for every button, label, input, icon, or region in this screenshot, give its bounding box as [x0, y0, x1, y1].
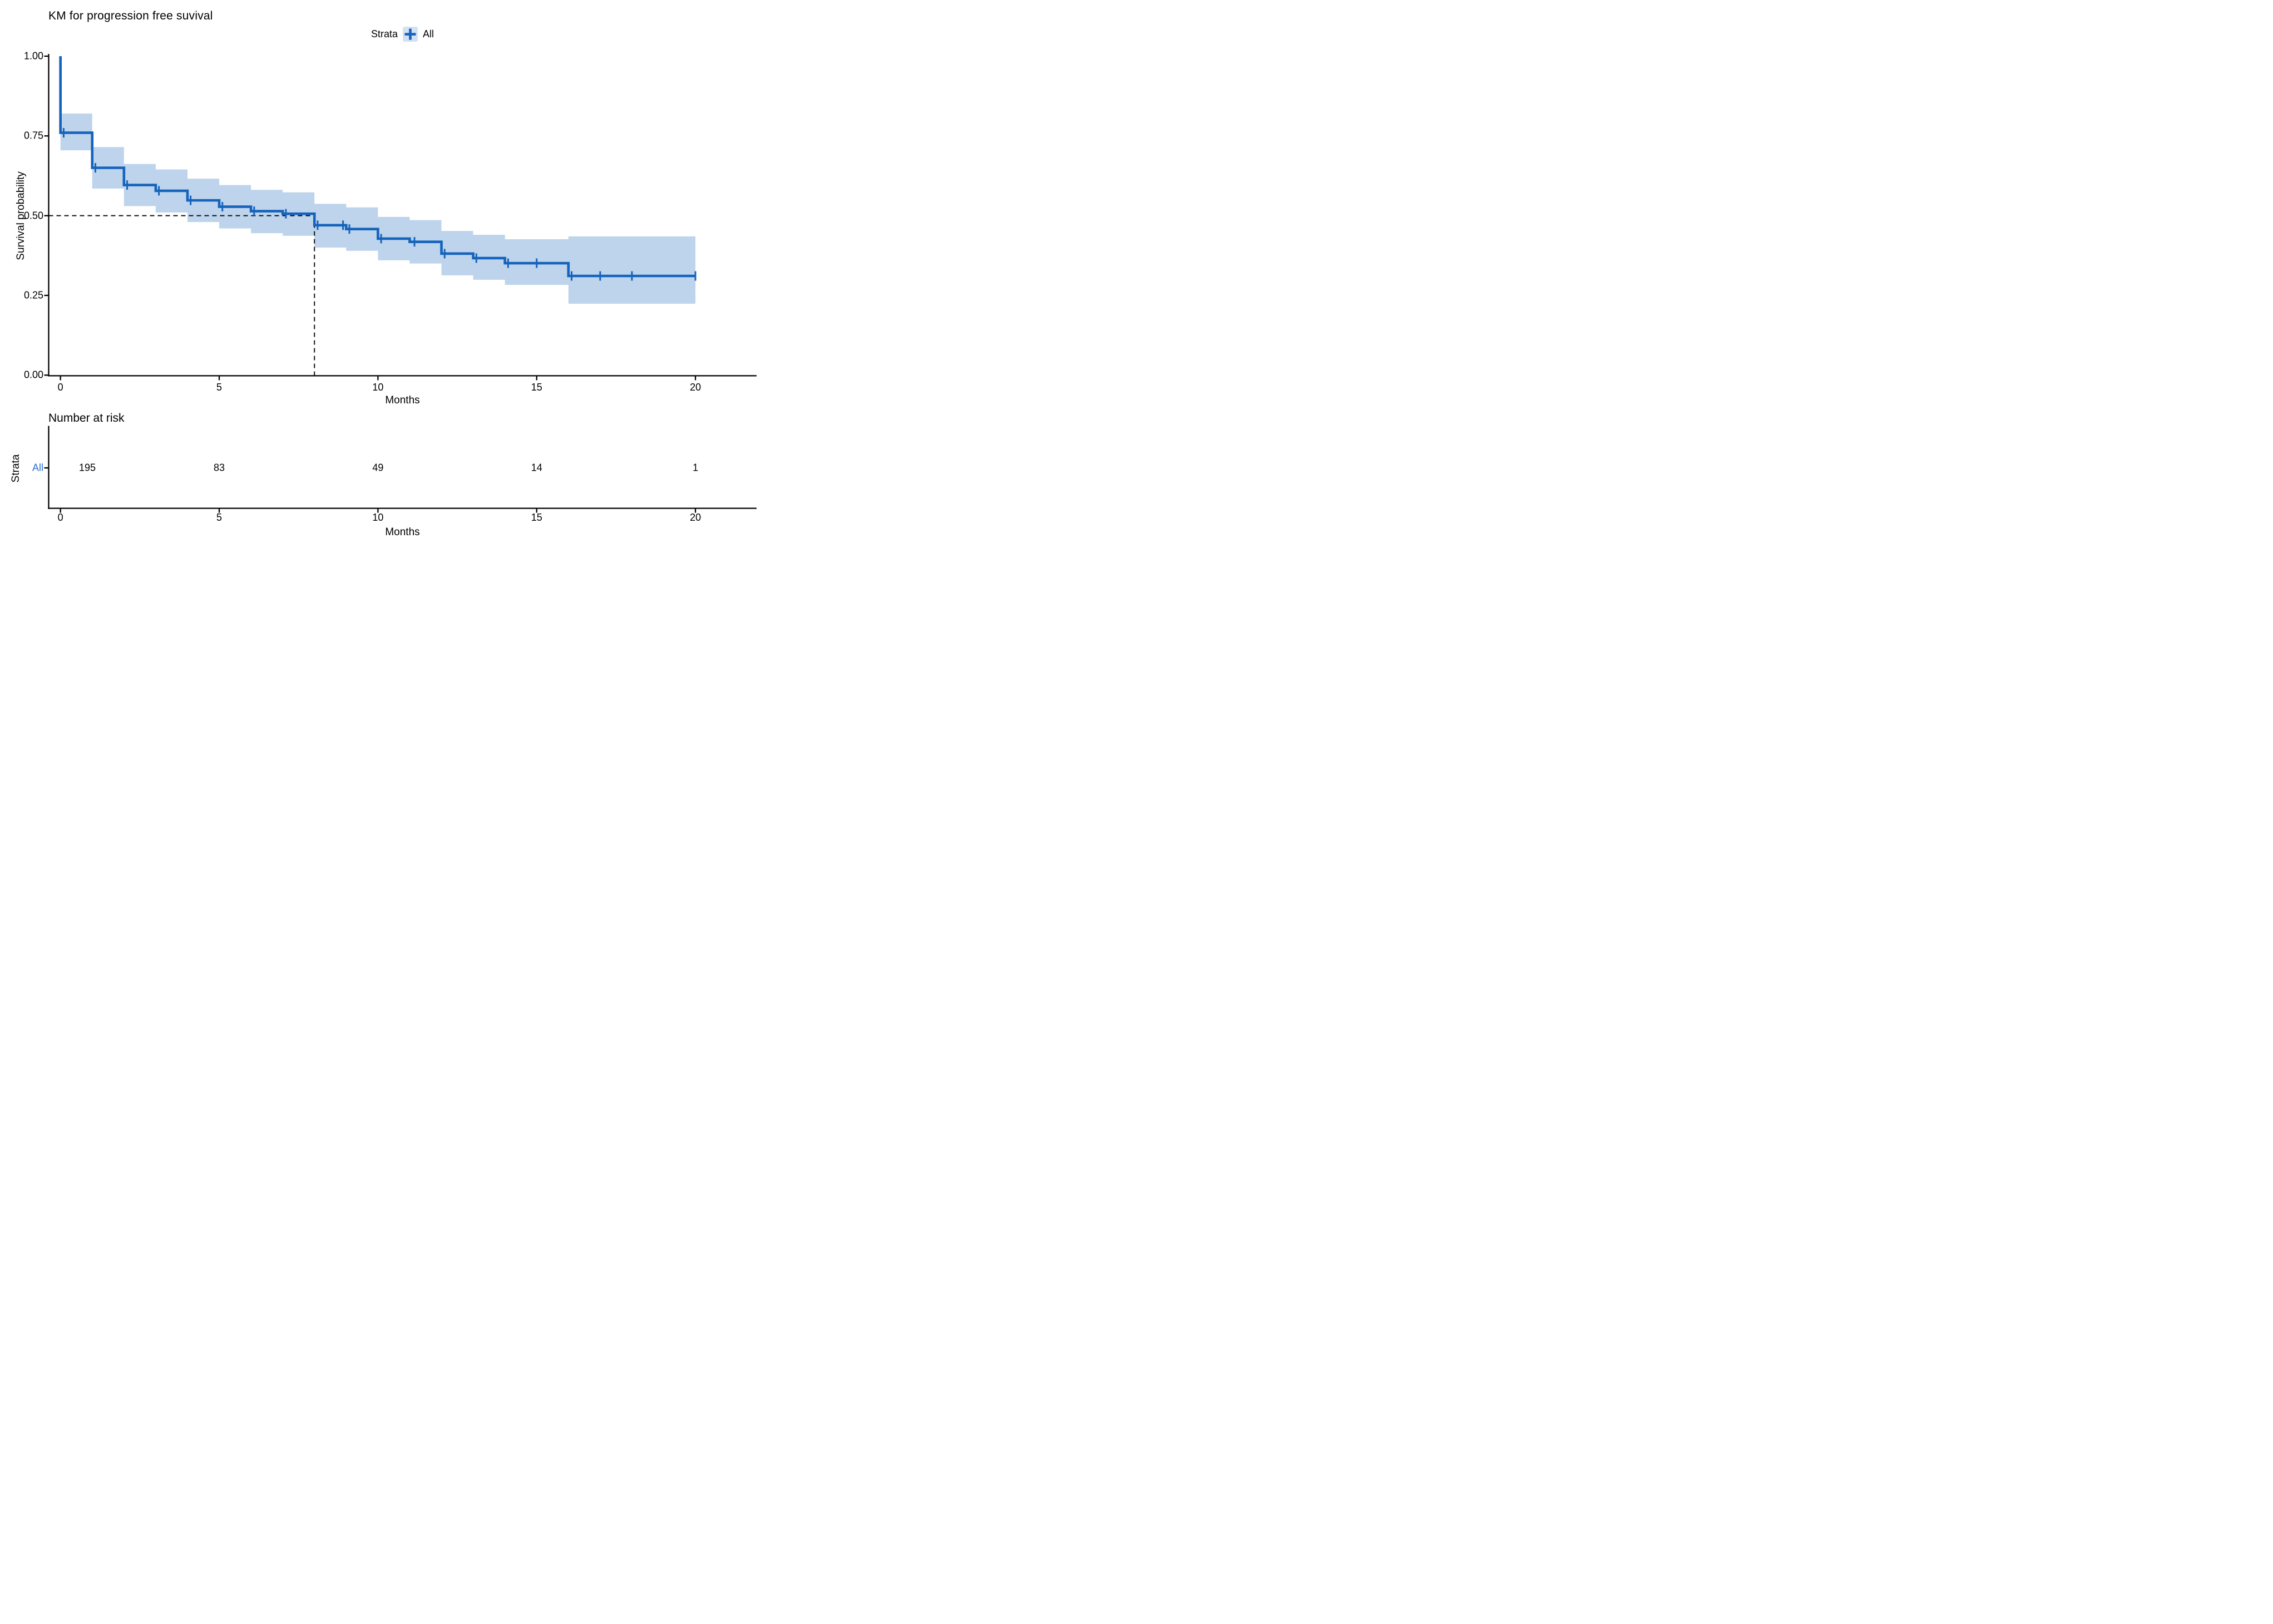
- confidence-band: [60, 113, 696, 304]
- km-curve: [59, 56, 696, 278]
- plus-censor-icon: [404, 28, 416, 40]
- x-tick-label: 0: [57, 382, 63, 393]
- legend: Strata All: [48, 27, 757, 42]
- legend-strata-label: Strata: [370, 28, 398, 40]
- risk-count: 1: [693, 462, 699, 473]
- y-tick-label: 0.50: [23, 210, 43, 221]
- risk-table-heading: Number at risk: [48, 412, 125, 424]
- risk-count: 49: [372, 462, 384, 473]
- y-tick-label: 0.00: [23, 369, 43, 381]
- km-plot-canvas: [44, 54, 757, 513]
- legend-item-all: All: [423, 28, 434, 40]
- y-tick-label: 0.25: [23, 289, 43, 301]
- risk-x-tick-label: 5: [216, 512, 223, 523]
- x-tick-label: 5: [216, 382, 223, 393]
- x-tick-label: 20: [690, 382, 701, 393]
- risk-row-label-all: All: [32, 462, 43, 473]
- risk-count: 83: [214, 462, 225, 473]
- x-tick-label: 10: [372, 382, 384, 393]
- risk-count: 195: [78, 462, 96, 473]
- x-tick-label: 15: [531, 382, 542, 393]
- risk-x-tick-label: 15: [531, 512, 542, 523]
- x-axis-title: Months: [385, 394, 420, 406]
- km-figure: KM for progression free suvival Strata A…: [0, 0, 758, 541]
- y-tick-label: 0.75: [23, 130, 43, 141]
- risk-count: 14: [531, 462, 542, 473]
- legend-key-swatch: [403, 27, 418, 42]
- y-tick-label: 1.00: [23, 50, 43, 62]
- plot-title: KM for progression free suvival: [48, 9, 213, 22]
- risk-x-tick-label: 10: [372, 512, 384, 523]
- risk-x-tick-label: 0: [57, 512, 63, 523]
- risk-x-axis-title: Months: [385, 526, 420, 538]
- risk-x-tick-label: 20: [690, 512, 701, 523]
